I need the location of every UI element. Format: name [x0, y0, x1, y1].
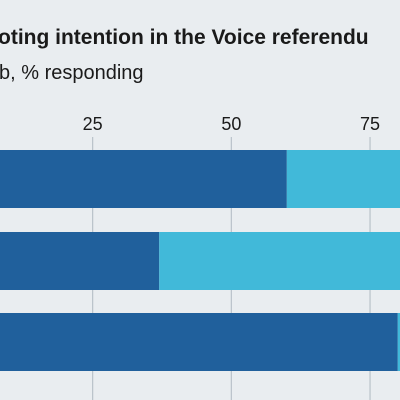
x-tick-label: 50 — [221, 114, 241, 134]
bar-1-segment-2 — [286, 150, 400, 208]
x-tick-label: 25 — [83, 114, 103, 134]
chart-title: oting intention in the Voice referendu — [0, 26, 369, 49]
bar-1-segment-1 — [0, 150, 287, 208]
x-tick-label: 75 — [360, 114, 380, 134]
bar-3-segment-1 — [0, 313, 398, 371]
bar-2-segment-1 — [0, 232, 160, 290]
bar-2-segment-2 — [159, 232, 400, 290]
chart-subtitle: b, % responding — [0, 62, 144, 84]
bar-3-segment-2 — [397, 313, 400, 371]
